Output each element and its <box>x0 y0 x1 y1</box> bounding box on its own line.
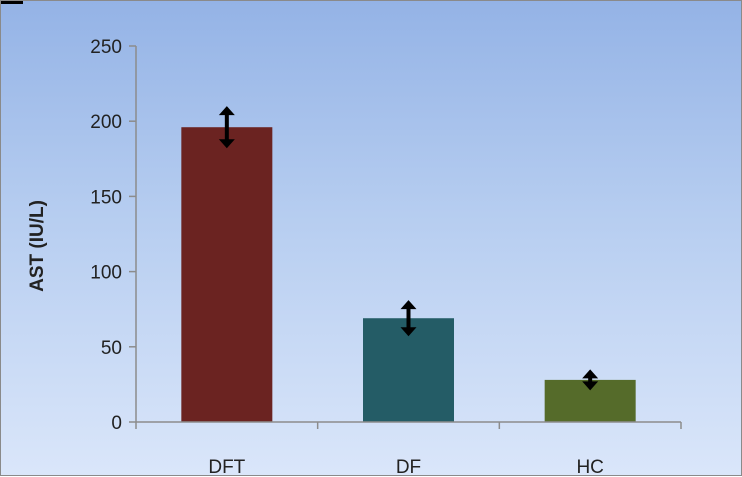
y-tick-label: 250 <box>90 37 122 58</box>
error-bars <box>218 106 599 391</box>
y-tick-label: 0 <box>111 413 122 434</box>
x-category-label: DF <box>396 457 421 477</box>
error-bar-arrow-up <box>218 106 235 116</box>
error-bar-hc <box>582 369 599 391</box>
y-tick-label: 100 <box>90 263 122 284</box>
y-axis-title: AST (IU/L) <box>27 200 48 292</box>
y-tick-label: 200 <box>90 112 122 133</box>
error-bar-dft <box>218 106 235 149</box>
error-bar-arrow-down <box>400 327 417 337</box>
x-axis-ticks <box>135 422 682 429</box>
error-bar-arrow-down <box>218 139 235 149</box>
x-category-label: HC <box>576 457 603 477</box>
error-bar-arrow-up <box>400 300 417 310</box>
corner-mark <box>1 1 23 4</box>
error-bar-arrow-up <box>582 369 599 379</box>
y-tick-label: 150 <box>90 187 122 208</box>
error-bar-df <box>400 300 417 337</box>
y-axis-ticks: 0 50 100 150 200 250 <box>90 37 136 434</box>
bars <box>181 127 636 422</box>
x-category-label: DFT <box>208 457 245 477</box>
y-tick-label: 50 <box>101 338 122 359</box>
bar-dft <box>181 127 273 422</box>
x-axis-labels: DFT DF HC <box>208 457 604 477</box>
error-bar-arrow-down <box>582 381 599 391</box>
